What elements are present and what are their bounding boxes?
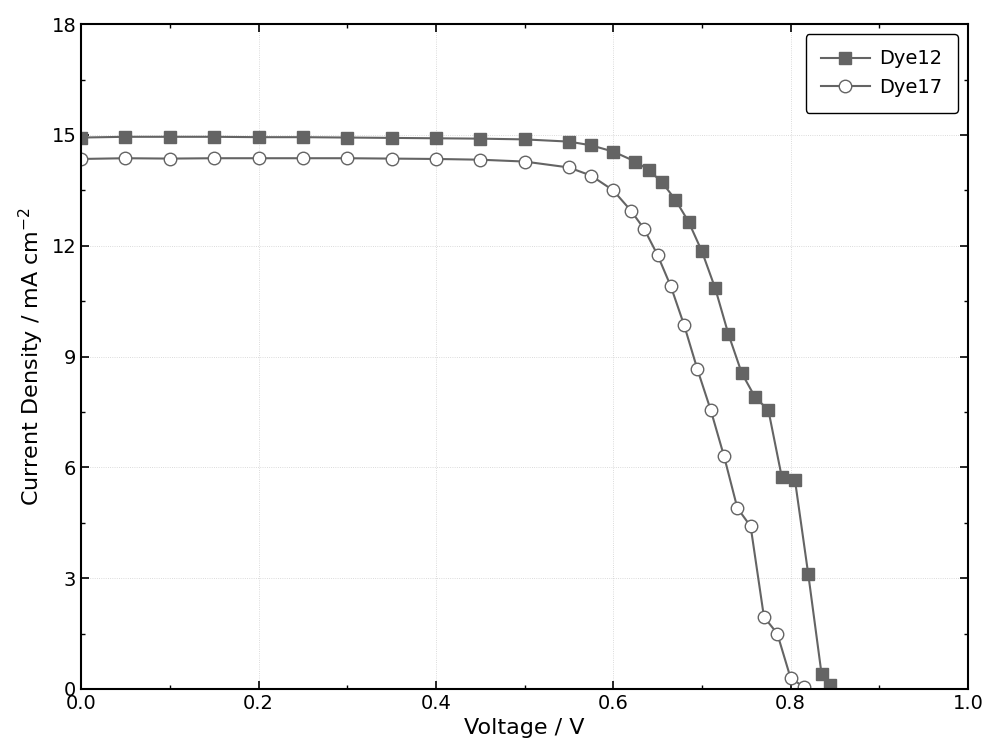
Dye17 [563, 163, 575, 172]
Dye12 [164, 132, 176, 141]
Dye12 [563, 137, 575, 146]
Dye12 [683, 217, 695, 226]
Dye17 [253, 154, 265, 163]
Dye17 [652, 251, 664, 260]
Dye17 [75, 155, 87, 164]
Dye17 [758, 612, 770, 621]
Dye12 [519, 135, 531, 144]
X-axis label: Voltage / V: Voltage / V [464, 718, 585, 738]
Dye12 [643, 165, 655, 174]
Dye17 [208, 154, 220, 163]
Dye17 [691, 365, 703, 374]
Dye17 [430, 155, 442, 164]
Legend: Dye12, Dye17: Dye12, Dye17 [806, 34, 958, 112]
Dye12 [669, 195, 681, 204]
Dye12 [736, 368, 748, 378]
Dye17 [164, 154, 176, 163]
Dye12 [208, 132, 220, 141]
Dye17 [745, 522, 757, 531]
Dye17 [297, 154, 309, 163]
Dye17 [678, 321, 690, 330]
Dye17 [341, 154, 353, 163]
Dye17 [638, 224, 650, 233]
Dye12 [722, 330, 734, 339]
Dye17 [798, 683, 810, 692]
Dye17 [386, 154, 398, 163]
Dye12 [297, 133, 309, 142]
Dye17 [625, 206, 637, 215]
Dye12 [430, 134, 442, 143]
Dye12 [776, 472, 788, 481]
Dye17 [705, 405, 717, 414]
Dye17 [785, 673, 797, 683]
Dye12 [119, 132, 131, 141]
Dye12 [585, 140, 597, 149]
Dye17 [718, 451, 730, 461]
Dye12 [749, 393, 761, 402]
Dye12 [762, 405, 774, 414]
Dye12 [386, 134, 398, 143]
Dye12 [656, 177, 668, 186]
Dye17 [585, 171, 597, 180]
Dye12 [607, 147, 619, 156]
Dye17 [731, 504, 743, 513]
Dye17 [607, 186, 619, 195]
Dye12 [709, 284, 721, 293]
Y-axis label: Current Density / mA cm$^{-2}$: Current Density / mA cm$^{-2}$ [17, 207, 46, 506]
Dye12 [789, 476, 801, 485]
Dye12 [802, 570, 814, 579]
Line: Dye17: Dye17 [75, 152, 810, 693]
Dye17 [665, 282, 677, 291]
Dye12 [629, 157, 641, 166]
Dye12 [824, 681, 836, 690]
Dye12 [474, 134, 486, 143]
Dye17 [771, 629, 783, 638]
Dye12 [341, 133, 353, 142]
Dye12 [253, 133, 265, 142]
Dye17 [519, 157, 531, 166]
Line: Dye12: Dye12 [76, 131, 836, 691]
Dye12 [75, 133, 87, 142]
Dye17 [474, 156, 486, 165]
Dye12 [816, 670, 828, 679]
Dye17 [119, 154, 131, 163]
Dye12 [696, 247, 708, 256]
